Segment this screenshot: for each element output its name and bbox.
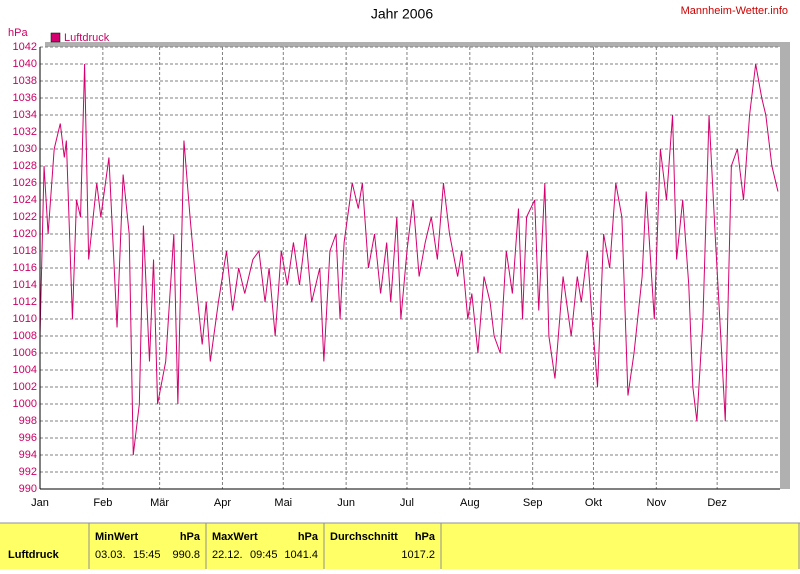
cell-value: 1017.2 (401, 549, 435, 561)
cell-time: 15:45 (133, 549, 161, 561)
x-tick-label: Jan (31, 497, 49, 509)
col-unit: hPa (180, 531, 201, 543)
y-tick-label: 994 (19, 449, 37, 461)
y-tick-label: 996 (19, 432, 37, 444)
table-bg (0, 523, 800, 569)
y-tick-label: 990 (19, 483, 37, 495)
y-tick-label: 1006 (13, 347, 37, 359)
chart-title: Jahr 2006 (371, 6, 433, 22)
x-tick-label: Jun (337, 497, 355, 509)
y-tick-label: 1012 (13, 296, 37, 308)
col-title: Durchschnitt (330, 531, 398, 543)
cell-date: 03.03. (95, 549, 126, 561)
y-tick-label: 1002 (13, 381, 37, 393)
x-tick-label: Aug (460, 497, 480, 509)
y-axis-label: hPa (8, 27, 28, 39)
cell-date: 22.12. (212, 549, 243, 561)
y-tick-label: 1024 (13, 194, 37, 206)
cell-value: 990.8 (172, 549, 200, 561)
y-tick-label: 1036 (13, 92, 37, 104)
y-tick-label: 1000 (13, 398, 37, 410)
x-tick-label: Okt (585, 497, 602, 509)
legend-swatch (50, 32, 61, 43)
y-tick-label: 1030 (13, 143, 37, 155)
legend-label: Luftdruck (64, 32, 110, 44)
y-tick-label: 992 (19, 466, 37, 478)
y-tick-label: 1020 (13, 228, 37, 240)
x-tick-label: Feb (93, 497, 112, 509)
y-tick-label: 1032 (13, 126, 37, 138)
data-line (39, 63, 779, 456)
y-tick-label: 1014 (13, 279, 37, 291)
y-tick-label: 1042 (13, 41, 37, 53)
y-tick-label: 1022 (13, 211, 37, 223)
table-lines (0, 522, 800, 569)
col-unit: hPa (298, 531, 319, 543)
x-tick-label: Mär (150, 497, 169, 509)
cell-time: 09:45 (250, 549, 278, 561)
x-tick-label: Nov (647, 497, 667, 509)
col-title: MaxWert (212, 531, 258, 543)
y-tick-label: 1010 (13, 313, 37, 325)
x-tick-label: Sep (523, 497, 543, 509)
x-tick-label: Dez (707, 497, 727, 509)
y-tick-label: 1018 (13, 245, 37, 257)
watermark: Mannheim-Wetter.info (681, 5, 788, 17)
y-tick-label: 1040 (13, 58, 37, 70)
y-tick-label: 1026 (13, 177, 37, 189)
x-tick-label: Jul (400, 497, 414, 509)
x-tick-label: Mai (274, 497, 292, 509)
y-tick-label: 998 (19, 415, 37, 427)
y-tick-label: 1034 (13, 109, 37, 121)
x-tick-label: Apr (214, 497, 231, 509)
y-tick-label: 1016 (13, 262, 37, 274)
col-unit: hPa (415, 531, 436, 543)
y-tick-label: 1038 (13, 75, 37, 87)
cell-value: 1041.4 (284, 549, 318, 561)
y-tick-label: 1004 (13, 364, 37, 376)
row-label: Luftdruck (8, 549, 60, 561)
y-tick-label: 1028 (13, 160, 37, 172)
col-title: MinWert (95, 531, 139, 543)
y-tick-label: 1008 (13, 330, 37, 342)
